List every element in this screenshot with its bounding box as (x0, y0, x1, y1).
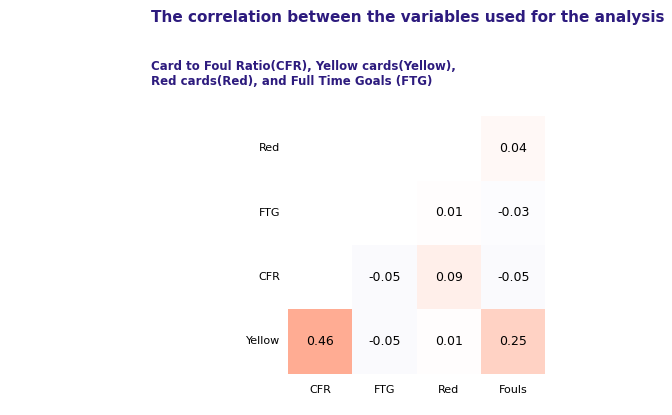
Text: Yellow: Yellow (246, 336, 280, 347)
Text: FTG: FTG (374, 385, 395, 395)
Bar (352, 245, 417, 309)
Bar (481, 181, 545, 245)
Bar (417, 309, 481, 374)
Text: -0.05: -0.05 (368, 335, 401, 348)
Text: -0.05: -0.05 (368, 271, 401, 283)
Bar (417, 245, 481, 309)
Bar (481, 309, 545, 374)
Text: Red: Red (259, 143, 280, 154)
Bar (352, 309, 417, 374)
Text: 0.04: 0.04 (499, 142, 527, 155)
Text: 0.09: 0.09 (435, 271, 463, 283)
Text: CFR: CFR (259, 272, 280, 282)
Text: -0.05: -0.05 (497, 271, 530, 283)
Text: The correlation between the variables used for the analysis: The correlation between the variables us… (151, 10, 665, 25)
Text: 0.01: 0.01 (435, 335, 463, 348)
Text: 0.25: 0.25 (499, 335, 527, 348)
Text: 0.46: 0.46 (306, 335, 334, 348)
Text: FTG: FTG (259, 208, 280, 218)
Bar (288, 309, 352, 374)
Text: Card to Foul Ratio(CFR), Yellow cards(Yellow),
Red cards(Red), and Full Time Goa: Card to Foul Ratio(CFR), Yellow cards(Ye… (151, 60, 456, 88)
Text: CFR: CFR (309, 385, 331, 395)
Text: Red: Red (438, 385, 460, 395)
Text: Fouls: Fouls (499, 385, 528, 395)
Text: 0.01: 0.01 (435, 206, 463, 219)
Bar (481, 116, 545, 181)
Bar (481, 245, 545, 309)
Text: -0.03: -0.03 (497, 206, 530, 219)
Bar (417, 181, 481, 245)
